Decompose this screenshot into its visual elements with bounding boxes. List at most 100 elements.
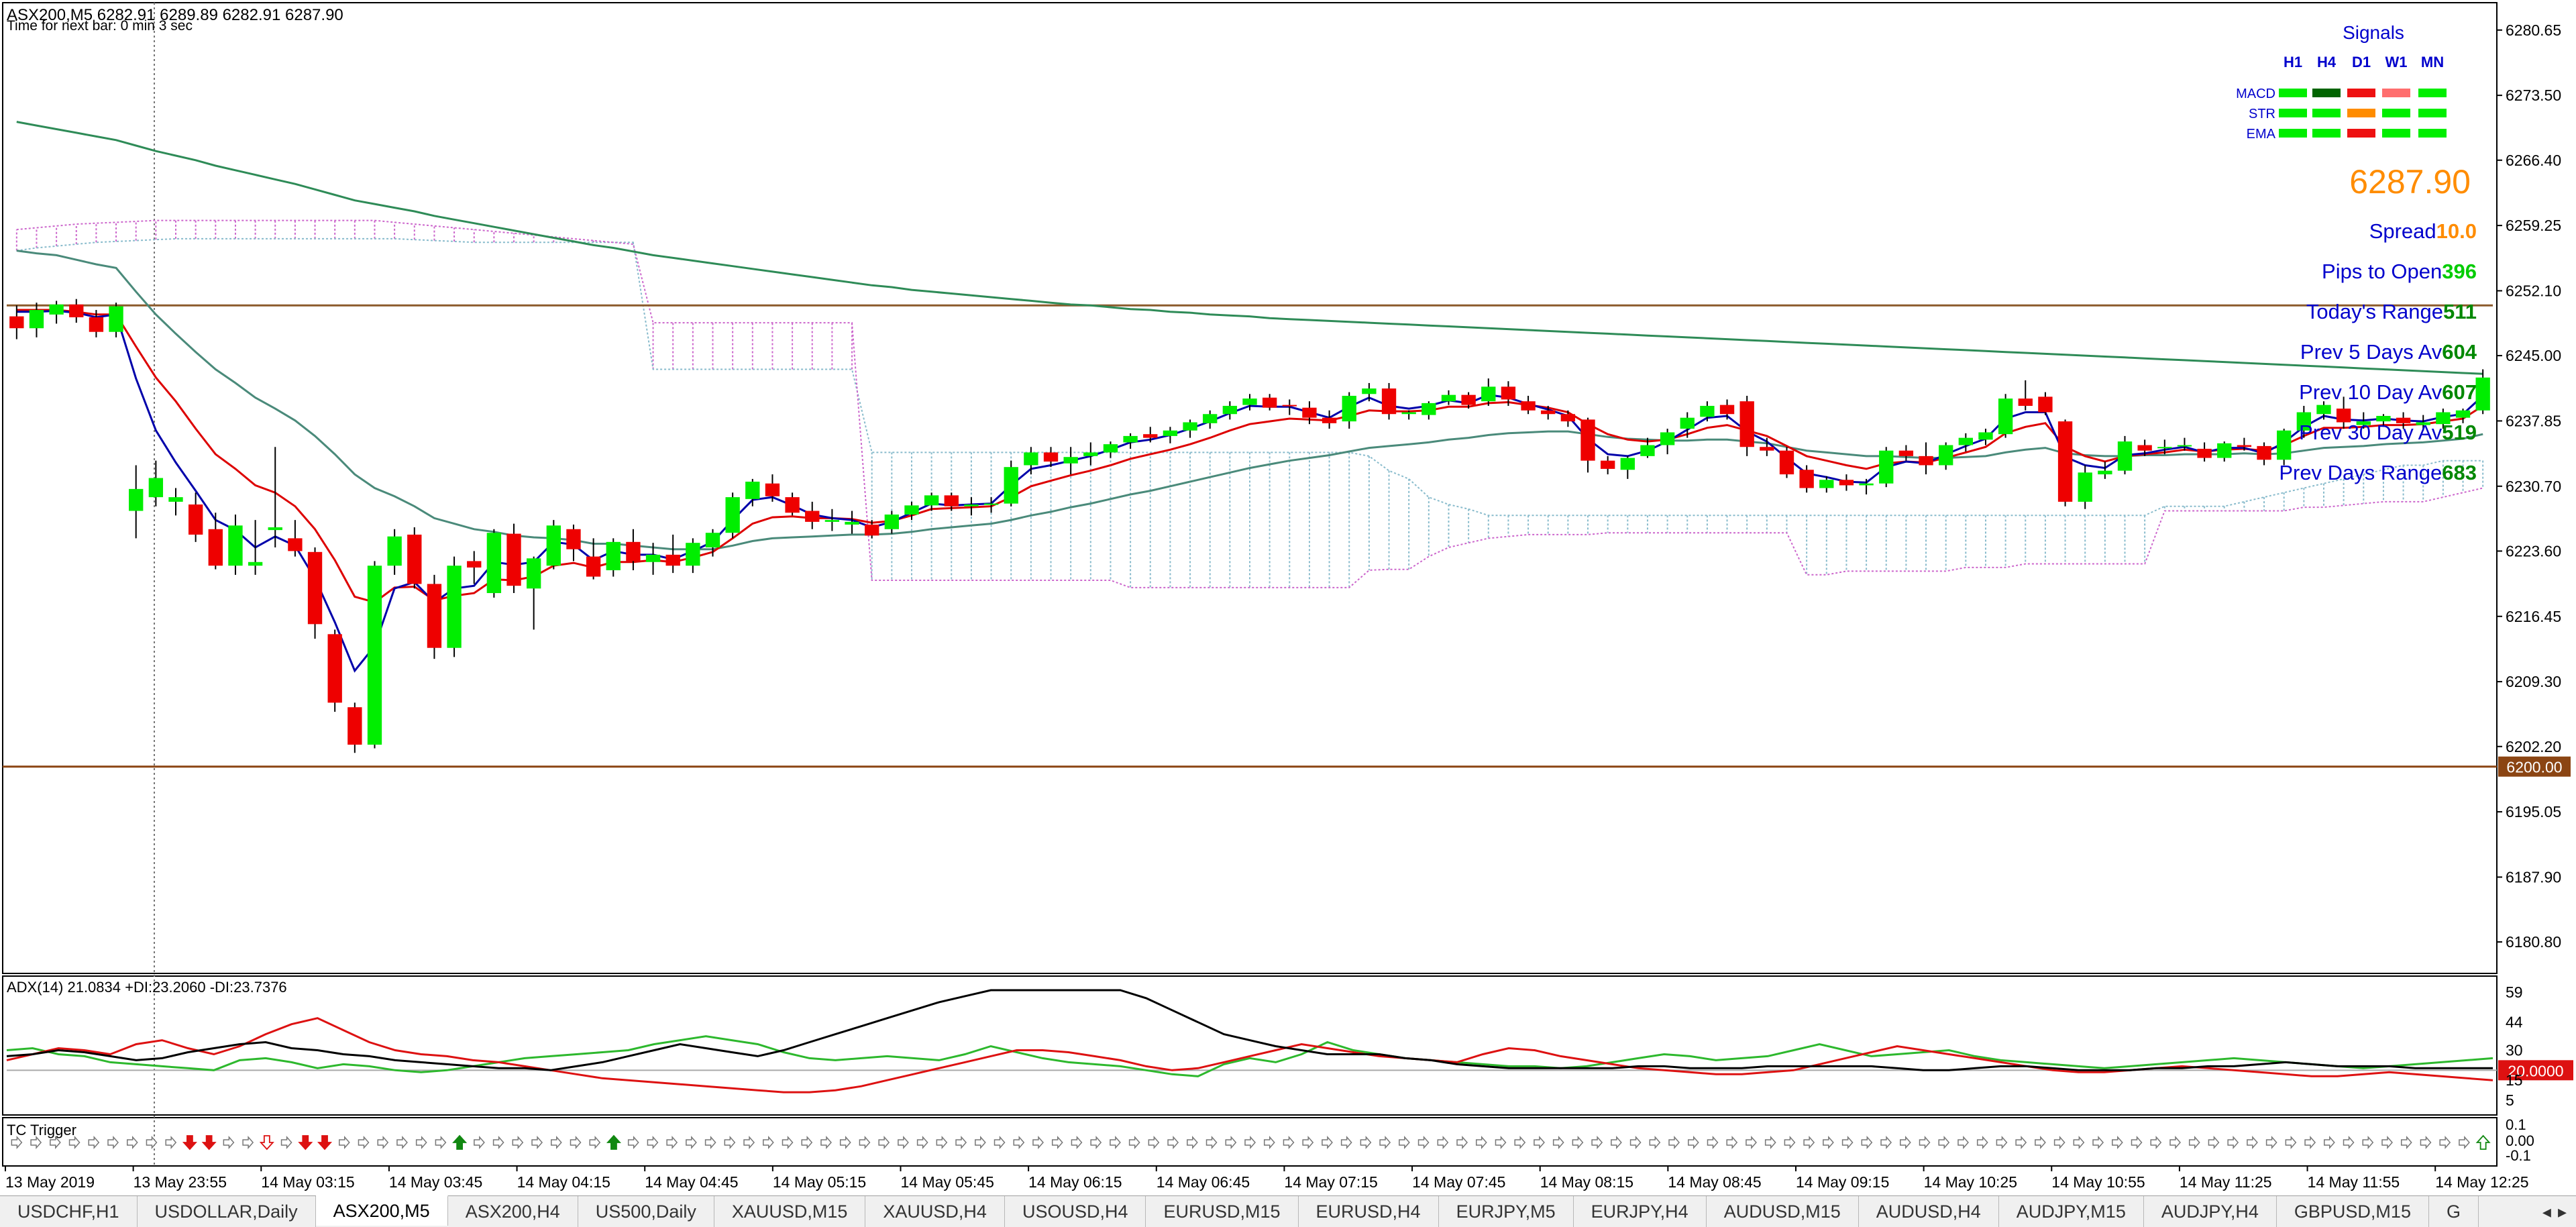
cloud-span-a — [16, 237, 2483, 517]
candle-body — [2316, 405, 2331, 415]
candle-body — [1103, 444, 1118, 453]
tc-right-arrow — [936, 1136, 948, 1149]
tab-scroll-left-icon[interactable]: ◂ — [2542, 1201, 2551, 1222]
info-stat-value: 683 — [2442, 461, 2477, 484]
candle-body — [645, 554, 661, 562]
tc-right-arrow — [2459, 1136, 2470, 1149]
tc-right-arrow — [2015, 1136, 2027, 1149]
candle — [1779, 447, 1794, 478]
chart-tab[interactable]: AUDJPY,M15 — [1999, 1196, 2144, 1227]
chart-tab[interactable]: USDCHF,H1 — [0, 1196, 138, 1227]
candle-body — [1501, 386, 1516, 400]
info-stat-value: 511 — [2443, 300, 2477, 323]
candle-body — [725, 497, 740, 533]
price-scale-label: 6280.65 — [2506, 21, 2561, 39]
signal-indicator — [2347, 129, 2375, 138]
candle-body — [347, 707, 362, 745]
adx-panel-frame — [2, 975, 2498, 1116]
tc-right-arrow — [1071, 1136, 1083, 1149]
tc-arrow-icon — [859, 1136, 871, 1149]
chart-tab[interactable]: AUDUSD,M15 — [1707, 1196, 1859, 1227]
chart-tab[interactable]: USDOLLAR,Daily — [138, 1196, 316, 1227]
price-scale-label: 6266.40 — [2506, 152, 2561, 169]
chart-tab[interactable]: ASX200,H4 — [448, 1196, 578, 1227]
tab-scroll-right-icon[interactable]: ▸ — [2557, 1201, 2567, 1222]
tc-arrow-icon — [1322, 1136, 1333, 1149]
candle — [1919, 442, 1933, 475]
candle — [188, 492, 203, 542]
info-stat-value: 396 — [2442, 260, 2477, 283]
tc-right-arrow — [898, 1136, 909, 1149]
candle — [1521, 396, 1536, 415]
tc-scale-label: 0.00 — [2506, 1132, 2534, 1149]
candle — [1262, 394, 1277, 411]
info-stat-label: Spread — [2369, 219, 2436, 243]
tc-arrow-icon — [2227, 1136, 2239, 1149]
candle-body — [2057, 421, 2073, 502]
tc-arrow-icon — [1880, 1136, 1892, 1149]
tc-right-arrow — [686, 1136, 697, 1149]
tc-arrow-icon — [2475, 1134, 2491, 1150]
chart-tab[interactable]: EURJPY,H4 — [1574, 1196, 1707, 1227]
candle-body — [1521, 401, 1536, 411]
price-scale-label: 6202.20 — [2506, 738, 2561, 755]
chart-tab[interactable]: EURJPY,M5 — [1439, 1196, 1574, 1227]
tc-right-arrow — [492, 1136, 504, 1149]
tc-arrow-icon — [165, 1136, 177, 1149]
candle-body — [1043, 452, 1059, 462]
time-axis-label: 14 May 10:25 — [1924, 1173, 2017, 1191]
info-stat-value: 604 — [2442, 340, 2477, 364]
candle-body — [188, 504, 203, 535]
candle — [745, 478, 760, 506]
time-axis-label: 14 May 07:15 — [1284, 1173, 1377, 1191]
candle — [1998, 394, 2013, 438]
di-minus-line — [6, 1017, 2493, 1093]
tc-label: TC Trigger — [7, 1122, 76, 1138]
candle — [2336, 396, 2351, 429]
tc-arrow-icon — [1552, 1136, 1564, 1149]
tc-right-arrow — [1399, 1136, 1410, 1149]
candle — [1004, 460, 1018, 506]
price-scale-label: 6187.90 — [2506, 868, 2561, 886]
candle — [387, 529, 402, 575]
tc-arrow-icon — [1456, 1136, 1468, 1149]
chart-tab[interactable]: USOUSD,H4 — [1005, 1196, 1146, 1227]
chart-tab[interactable]: AUDUSD,H4 — [1859, 1196, 1999, 1227]
chart-tab[interactable]: G — [2429, 1196, 2479, 1227]
candle-body — [2356, 421, 2371, 425]
chart-tab[interactable]: AUDJPY,H4 — [2144, 1196, 2277, 1227]
chart-tab[interactable]: XAUUSD,M15 — [714, 1196, 866, 1227]
candle-body — [387, 536, 402, 566]
tc-right-arrow — [1726, 1136, 1738, 1149]
tc-arrow-icon — [107, 1136, 119, 1149]
tc-arrow-icon — [1244, 1136, 1256, 1149]
tc-arrow-icon — [435, 1136, 447, 1149]
candle-body — [1799, 470, 1814, 488]
candle — [983, 497, 999, 513]
candle-body — [1242, 398, 1257, 405]
time-axis-label: 14 May 07:45 — [1412, 1173, 1505, 1191]
chart-tab[interactable]: ASX200,M5 — [315, 1195, 448, 1226]
signal-indicator — [2347, 109, 2375, 117]
adx-scale-label: 30 — [2506, 1041, 2523, 1059]
candle-body — [1143, 434, 1158, 438]
chart-tab[interactable]: EURUSD,M15 — [1146, 1196, 1299, 1227]
tc-right-arrow — [878, 1136, 890, 1149]
time-axis-label: 14 May 06:45 — [1157, 1173, 1250, 1191]
tc-arrow-icon — [68, 1136, 80, 1149]
info-panel: 6287.90 Spread10.0 Pips to Open396 Today's… — [2279, 163, 2477, 484]
chart-tab[interactable]: GBPUSD,M15 — [2277, 1196, 2429, 1227]
info-stat-label: Prev 5 Days Av — [2300, 340, 2443, 364]
tc-arrow-icon — [1128, 1136, 1140, 1149]
tc-right-arrow — [1629, 1136, 1642, 1149]
tc-right-arrow — [531, 1136, 543, 1149]
price-chart[interactable]: 6200.00 6280.65 6273.50 6266.40 6259.25 6252… — [0, 0, 2576, 1195]
chart-tab[interactable]: EURUSD,H4 — [1299, 1196, 1439, 1227]
adx-scale-label: 15 — [2506, 1071, 2523, 1089]
chart-tab[interactable]: XAUUSD,H4 — [865, 1196, 1005, 1227]
info-stat-label: Pips to Open — [2322, 260, 2442, 283]
candle-body — [1600, 460, 1615, 469]
tc-arrow-icon — [1263, 1136, 1275, 1149]
chart-tab[interactable]: US500,Daily — [578, 1196, 714, 1227]
candle-body — [1163, 430, 1178, 436]
